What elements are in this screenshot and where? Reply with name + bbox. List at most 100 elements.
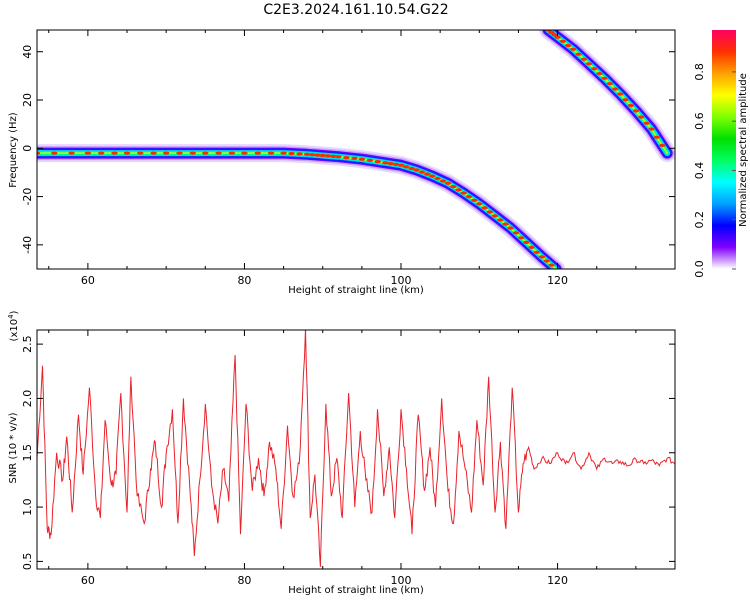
spectrogram-y-tick-label: 0 [21, 145, 34, 152]
spectral-hotspot [392, 162, 400, 166]
snr-scale-exponent: 4 [7, 314, 15, 319]
spectrogram-y-tick-label: 40 [21, 45, 34, 59]
spectral-hotspot [596, 72, 603, 76]
spectral-hotspot [303, 152, 311, 156]
spectral-hotspot [543, 259, 550, 263]
spectral-hotspot [559, 39, 567, 43]
spectral-hotspot [254, 151, 261, 155]
spectral-hotspot [324, 154, 332, 158]
spectral-hotspot [358, 157, 366, 161]
snr-scale-label: (x104) [7, 310, 20, 341]
spectrogram-x-tick-label: 100 [391, 274, 412, 287]
spectral-hotspot [68, 151, 75, 155]
spectral-hotspot [267, 151, 275, 155]
spectral-hotspot [533, 250, 541, 254]
spectral-hotspot [418, 170, 426, 174]
spectral-hotspot [617, 92, 624, 96]
snr-y-tick-label: 1.5 [21, 444, 34, 462]
spectral-hotspot [176, 151, 183, 155]
spectrogram-x-tick-label: 80 [237, 274, 251, 287]
spectral-hotspot [397, 163, 405, 167]
chart-title: C2E3.2024.161.10.54.G22 [263, 2, 448, 18]
spectral-hotspot [387, 162, 394, 166]
spectral-hotspot [280, 151, 287, 155]
spectral-hotspot [424, 172, 431, 176]
spectral-hotspot [309, 153, 316, 157]
spectral-hotspot [465, 195, 473, 199]
spectral-hotspot [413, 168, 420, 172]
spectral-hotspot [518, 236, 525, 240]
snr-series-line [37, 330, 675, 567]
snr-frame [36, 329, 676, 570]
spectral-hotspot [228, 151, 236, 155]
spectral-hotspot [497, 218, 504, 222]
spectral-hotspot [528, 245, 535, 249]
spectral-hotspot [288, 151, 295, 156]
spectrogram-panel: 60 80 100 120 -40 -20 0 20 40 Height of straigh… [8, 29, 676, 296]
spectral-hotspot [512, 231, 520, 235]
spectral-hotspot [481, 206, 488, 210]
spectral-hotspot [554, 35, 561, 39]
spectral-hotspot [408, 166, 415, 171]
spectral-hotspot [111, 151, 118, 155]
colorbar-ticks: 0.0 0.2 0.4 0.6 0.8 [693, 63, 736, 278]
spectral-hotspot [622, 98, 629, 102]
spectral-hotspot [351, 156, 358, 160]
spectral-hotspot [643, 121, 650, 125]
spectral-hotspot [215, 151, 222, 155]
snr-panel: 60 80 100 120 0.5 1.0 1.5 2.0 2.5 Height of str… [7, 310, 676, 596]
snr-background [37, 330, 675, 569]
spectral-hotspot [486, 210, 494, 214]
spectrogram-y-tick-label: 20 [21, 93, 34, 107]
colorbar-tick-label: 0.2 [693, 211, 706, 229]
spectral-hotspot [434, 176, 441, 181]
snr-x-tick-label: 120 [547, 574, 568, 587]
spectral-hotspot [548, 30, 555, 35]
colorbar-label: Normalized spectral amplitude [738, 73, 749, 227]
snr-x-tick-label: 80 [237, 574, 251, 587]
spectrogram-y-label: Frequency (Hz) [8, 112, 19, 188]
spectral-hotspot [382, 161, 389, 165]
colorbar-tick-label: 0.4 [693, 162, 706, 180]
spectral-hotspot [565, 43, 572, 48]
snr-x-tick-label: 60 [81, 574, 95, 587]
snr-y-ticks: 0.5 1.0 1.5 2.0 2.5 [21, 335, 675, 570]
spectral-hotspot [575, 52, 582, 56]
snr-scale-suffix: ) [9, 310, 20, 314]
colorbar-tick-label: 0.8 [693, 63, 706, 81]
spectral-hotspot [150, 151, 157, 155]
spectral-hotspot [439, 179, 447, 183]
spectral-hotspot [638, 115, 645, 119]
snr-y-tick-label: 1.0 [21, 498, 34, 516]
spectral-hotspot [502, 222, 509, 226]
spectrogram-x-tick-label: 120 [547, 274, 568, 287]
spectral-hotspot [648, 127, 655, 131]
spectral-hotspot [241, 151, 248, 155]
spectral-hotspot [476, 202, 483, 206]
spectral-hotspot [551, 33, 558, 37]
spectral-hotspot [51, 151, 58, 155]
spectrogram-y-ticks: -40 -20 0 20 40 [21, 45, 675, 254]
spectral-hotspot [189, 151, 196, 155]
spectrogram-y-tick-label: -40 [21, 236, 34, 254]
spectrogram-x-ticks: 60 80 100 120 [48, 30, 676, 287]
spectral-hotspot [296, 152, 303, 156]
spectral-hotspot [627, 103, 634, 108]
spectral-hotspot [507, 226, 514, 230]
spectral-hotspot [163, 151, 170, 155]
spectrogram-traces [37, 30, 675, 269]
spectrogram-x-label: Height of straight line (km) [288, 285, 424, 296]
spectral-hotspot [450, 185, 457, 189]
snr-y-tick-label: 2.5 [21, 335, 34, 353]
spectrogram-frame [36, 29, 676, 270]
spectral-hotspot [632, 109, 640, 113]
spectral-hotspot [343, 156, 350, 160]
spectral-hotspot [491, 214, 499, 218]
spectral-hotspot [601, 76, 608, 80]
spectral-hotspot [202, 151, 209, 155]
spectral-hotspot [455, 188, 462, 192]
spectral-hotspot [523, 240, 530, 244]
spectral-hotspot [319, 153, 326, 158]
spectral-hotspot [653, 135, 660, 139]
